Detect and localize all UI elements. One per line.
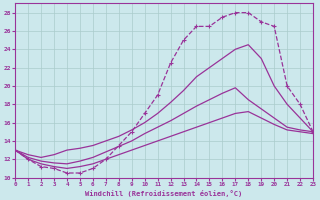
X-axis label: Windchill (Refroidissement éolien,°C): Windchill (Refroidissement éolien,°C)	[85, 190, 243, 197]
